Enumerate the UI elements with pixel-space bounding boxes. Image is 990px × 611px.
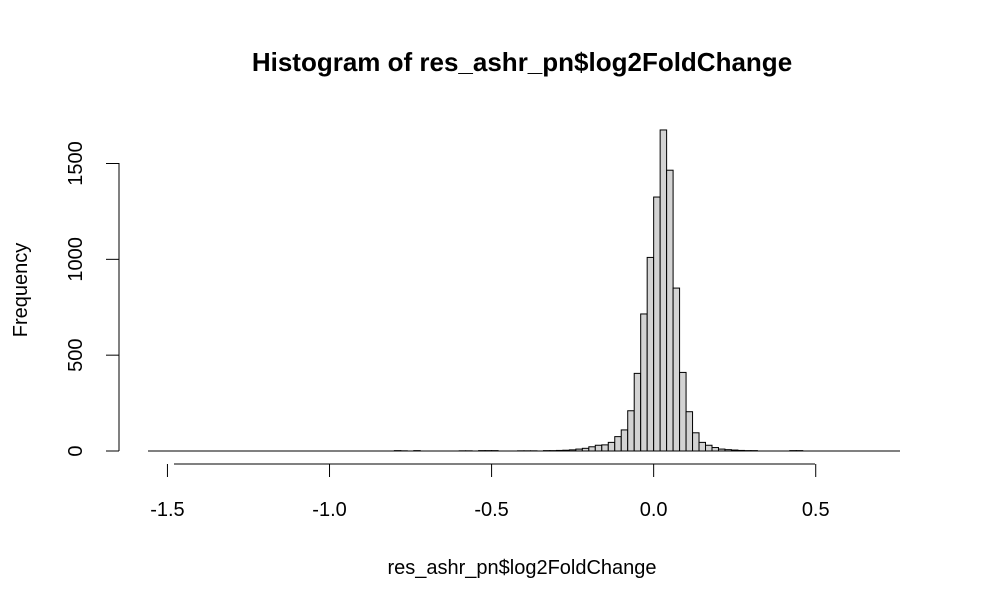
histogram-bar — [737, 449, 745, 452]
histogram-bar — [588, 446, 596, 452]
x-tick-label: -1.5 — [150, 499, 184, 521]
histogram-bar — [555, 449, 564, 452]
histogram-bar — [679, 371, 687, 452]
histogram-bar — [601, 444, 609, 452]
histogram-bar — [698, 441, 707, 452]
histogram-bar — [607, 441, 616, 452]
x-axis: -1.5 -1.0 -0.5 0.0 0.5 — [150, 463, 830, 521]
histogram-bar — [724, 449, 732, 452]
histogram-bar — [614, 436, 622, 452]
histogram-bar — [659, 129, 668, 452]
histogram-bar — [646, 256, 655, 452]
x-tick-label: 0.5 — [802, 499, 830, 521]
histogram-bar — [633, 372, 642, 452]
chart-title: Histogram of res_ashr_pn$log2FoldChange — [252, 47, 792, 77]
histogram-bar — [568, 449, 577, 452]
histogram-bar — [705, 444, 713, 452]
histogram-bar — [711, 447, 719, 452]
y-tick-label: 1500 — [65, 141, 87, 186]
histogram-bar — [717, 448, 726, 452]
y-tick-label: 500 — [65, 338, 87, 371]
x-tick-label: 0.0 — [640, 499, 668, 521]
histogram-bar — [640, 313, 648, 452]
x-tick-label: -1.0 — [312, 499, 346, 521]
histogram-bar — [620, 429, 629, 452]
y-tick-label: 0 — [65, 445, 87, 456]
histogram-bar — [692, 432, 700, 452]
histogram-bar — [575, 448, 583, 452]
x-tick-label: -0.5 — [474, 499, 508, 521]
y-tick-label: 1000 — [65, 237, 87, 282]
histogram-bar — [666, 169, 674, 452]
histogram-bar — [685, 411, 694, 452]
histogram-bar — [627, 410, 635, 452]
histogram-bar — [653, 196, 661, 452]
y-axis-label: Frequency — [10, 243, 32, 338]
histogram-bar — [562, 449, 570, 452]
histogram-bars — [148, 129, 900, 452]
x-axis-label: res_ashr_pn$log2FoldChange — [387, 557, 656, 579]
histogram-bar — [672, 287, 681, 452]
histogram-bar — [594, 444, 603, 452]
histogram-bar — [730, 449, 739, 452]
histogram-bar — [581, 447, 590, 452]
y-axis: 0 500 1000 1500 — [65, 141, 120, 457]
